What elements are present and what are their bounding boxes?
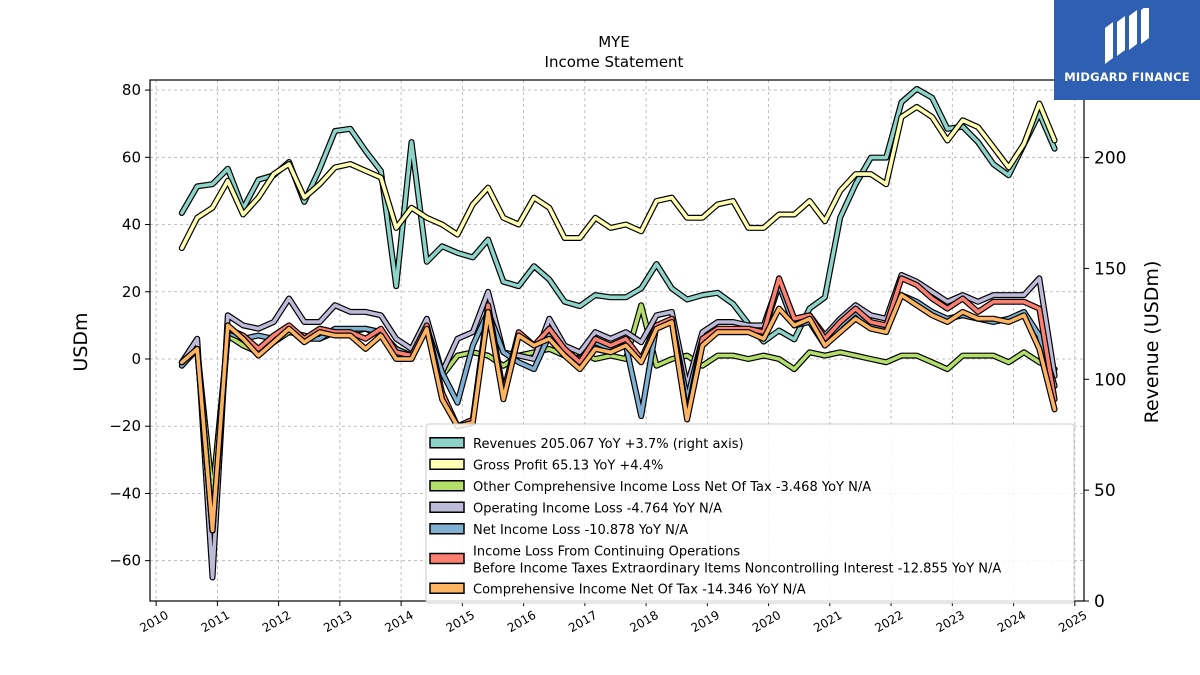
series-line-5 bbox=[180, 276, 1057, 533]
x-tick-label: 2018 bbox=[627, 608, 660, 635]
series-layer bbox=[178, 85, 1058, 581]
legend-swatch-6 bbox=[429, 582, 465, 594]
y-tick-label-left: 40 bbox=[122, 216, 141, 234]
legend-label-3: Operating Income Loss -4.764 YoY N/A bbox=[473, 501, 722, 516]
x-tick-label: 2013 bbox=[321, 608, 354, 635]
y-tick-label-right: 100 bbox=[1094, 370, 1126, 390]
y-tick-label-left: 80 bbox=[122, 81, 141, 99]
series-line-3 bbox=[180, 273, 1057, 580]
legend-swatch-0 bbox=[429, 437, 465, 449]
axes: 2010 2011 2012 2013 2014 2015 2016 2017 2018 2019… bbox=[109, 81, 1126, 635]
x-tick-label: 2023 bbox=[934, 608, 967, 635]
x-tick-label: 2016 bbox=[505, 608, 538, 635]
y-tick-label-left: 20 bbox=[122, 283, 141, 301]
legend-swatch-4 bbox=[429, 523, 465, 535]
legend-label-0: Revenues 205.067 YoY +3.7% (right axis) bbox=[473, 437, 744, 452]
y-tick-label-right: 0 bbox=[1094, 592, 1105, 612]
logo-text: MIDGARD FINANCE bbox=[1064, 70, 1190, 84]
x-tick-label: 2017 bbox=[566, 608, 599, 635]
y-tick-label-left: 0 bbox=[131, 350, 141, 368]
x-tick-label: 2011 bbox=[199, 608, 232, 635]
y-tick-label-right: 150 bbox=[1094, 259, 1126, 279]
y-tick-label-left: −60 bbox=[109, 552, 141, 570]
x-tick-label: 2019 bbox=[689, 608, 722, 635]
legend-box bbox=[425, 423, 1075, 604]
y-axis-label-right: Revenue (USDm) bbox=[1141, 261, 1163, 424]
x-tick-label: 2021 bbox=[811, 608, 844, 635]
legend-label-4: Net Income Loss -10.878 YoY N/A bbox=[473, 523, 688, 538]
legend-label-1: Gross Profit 65.13 YoY +4.4% bbox=[473, 458, 663, 473]
legend-swatch-2 bbox=[429, 480, 465, 492]
legend: Revenues 205.067 YoY +3.7% (right axis) G… bbox=[425, 423, 1075, 604]
chart-title: MYE bbox=[598, 33, 630, 51]
legend-swatch-3 bbox=[429, 501, 465, 513]
x-tick-label: 2010 bbox=[137, 608, 170, 635]
series-line-1 bbox=[180, 101, 1057, 250]
legend-swatch-1 bbox=[429, 458, 465, 470]
y-tick-label-left: −40 bbox=[109, 484, 141, 502]
y-tick-label-right: 200 bbox=[1094, 149, 1126, 169]
series-line-6 bbox=[180, 293, 1057, 533]
x-tick-label: 2022 bbox=[872, 608, 905, 635]
x-tick-label: 2020 bbox=[750, 608, 783, 635]
y-axis-label-left: USDm bbox=[70, 312, 92, 371]
legend-label-2: Other Comprehensive Income Loss Net Of T… bbox=[473, 480, 871, 495]
midgard-logo: MIDGARD FINANCE bbox=[1054, 0, 1200, 100]
x-tick-label: 2024 bbox=[995, 608, 1028, 635]
x-tick-label: 2012 bbox=[260, 608, 293, 635]
x-tick-label: 2014 bbox=[382, 608, 415, 635]
y-tick-label-left: −20 bbox=[109, 417, 141, 435]
midgard-logo-icon bbox=[1105, 8, 1149, 64]
x-tick-label: 2015 bbox=[444, 608, 477, 635]
legend-label-5: Income Loss From Continuing Operations Be… bbox=[473, 545, 1001, 577]
chart-subtitle: Income Statement bbox=[545, 53, 684, 71]
legend-swatch-5 bbox=[429, 552, 465, 565]
y-tick-label-right: 50 bbox=[1094, 481, 1116, 501]
legend-label-6: Comprehensive Income Net Of Tax -14.346 … bbox=[473, 582, 806, 597]
x-tick-label: 2025 bbox=[1056, 608, 1089, 635]
y-tick-label-left: 60 bbox=[122, 148, 141, 166]
series-line-0 bbox=[180, 87, 1057, 344]
